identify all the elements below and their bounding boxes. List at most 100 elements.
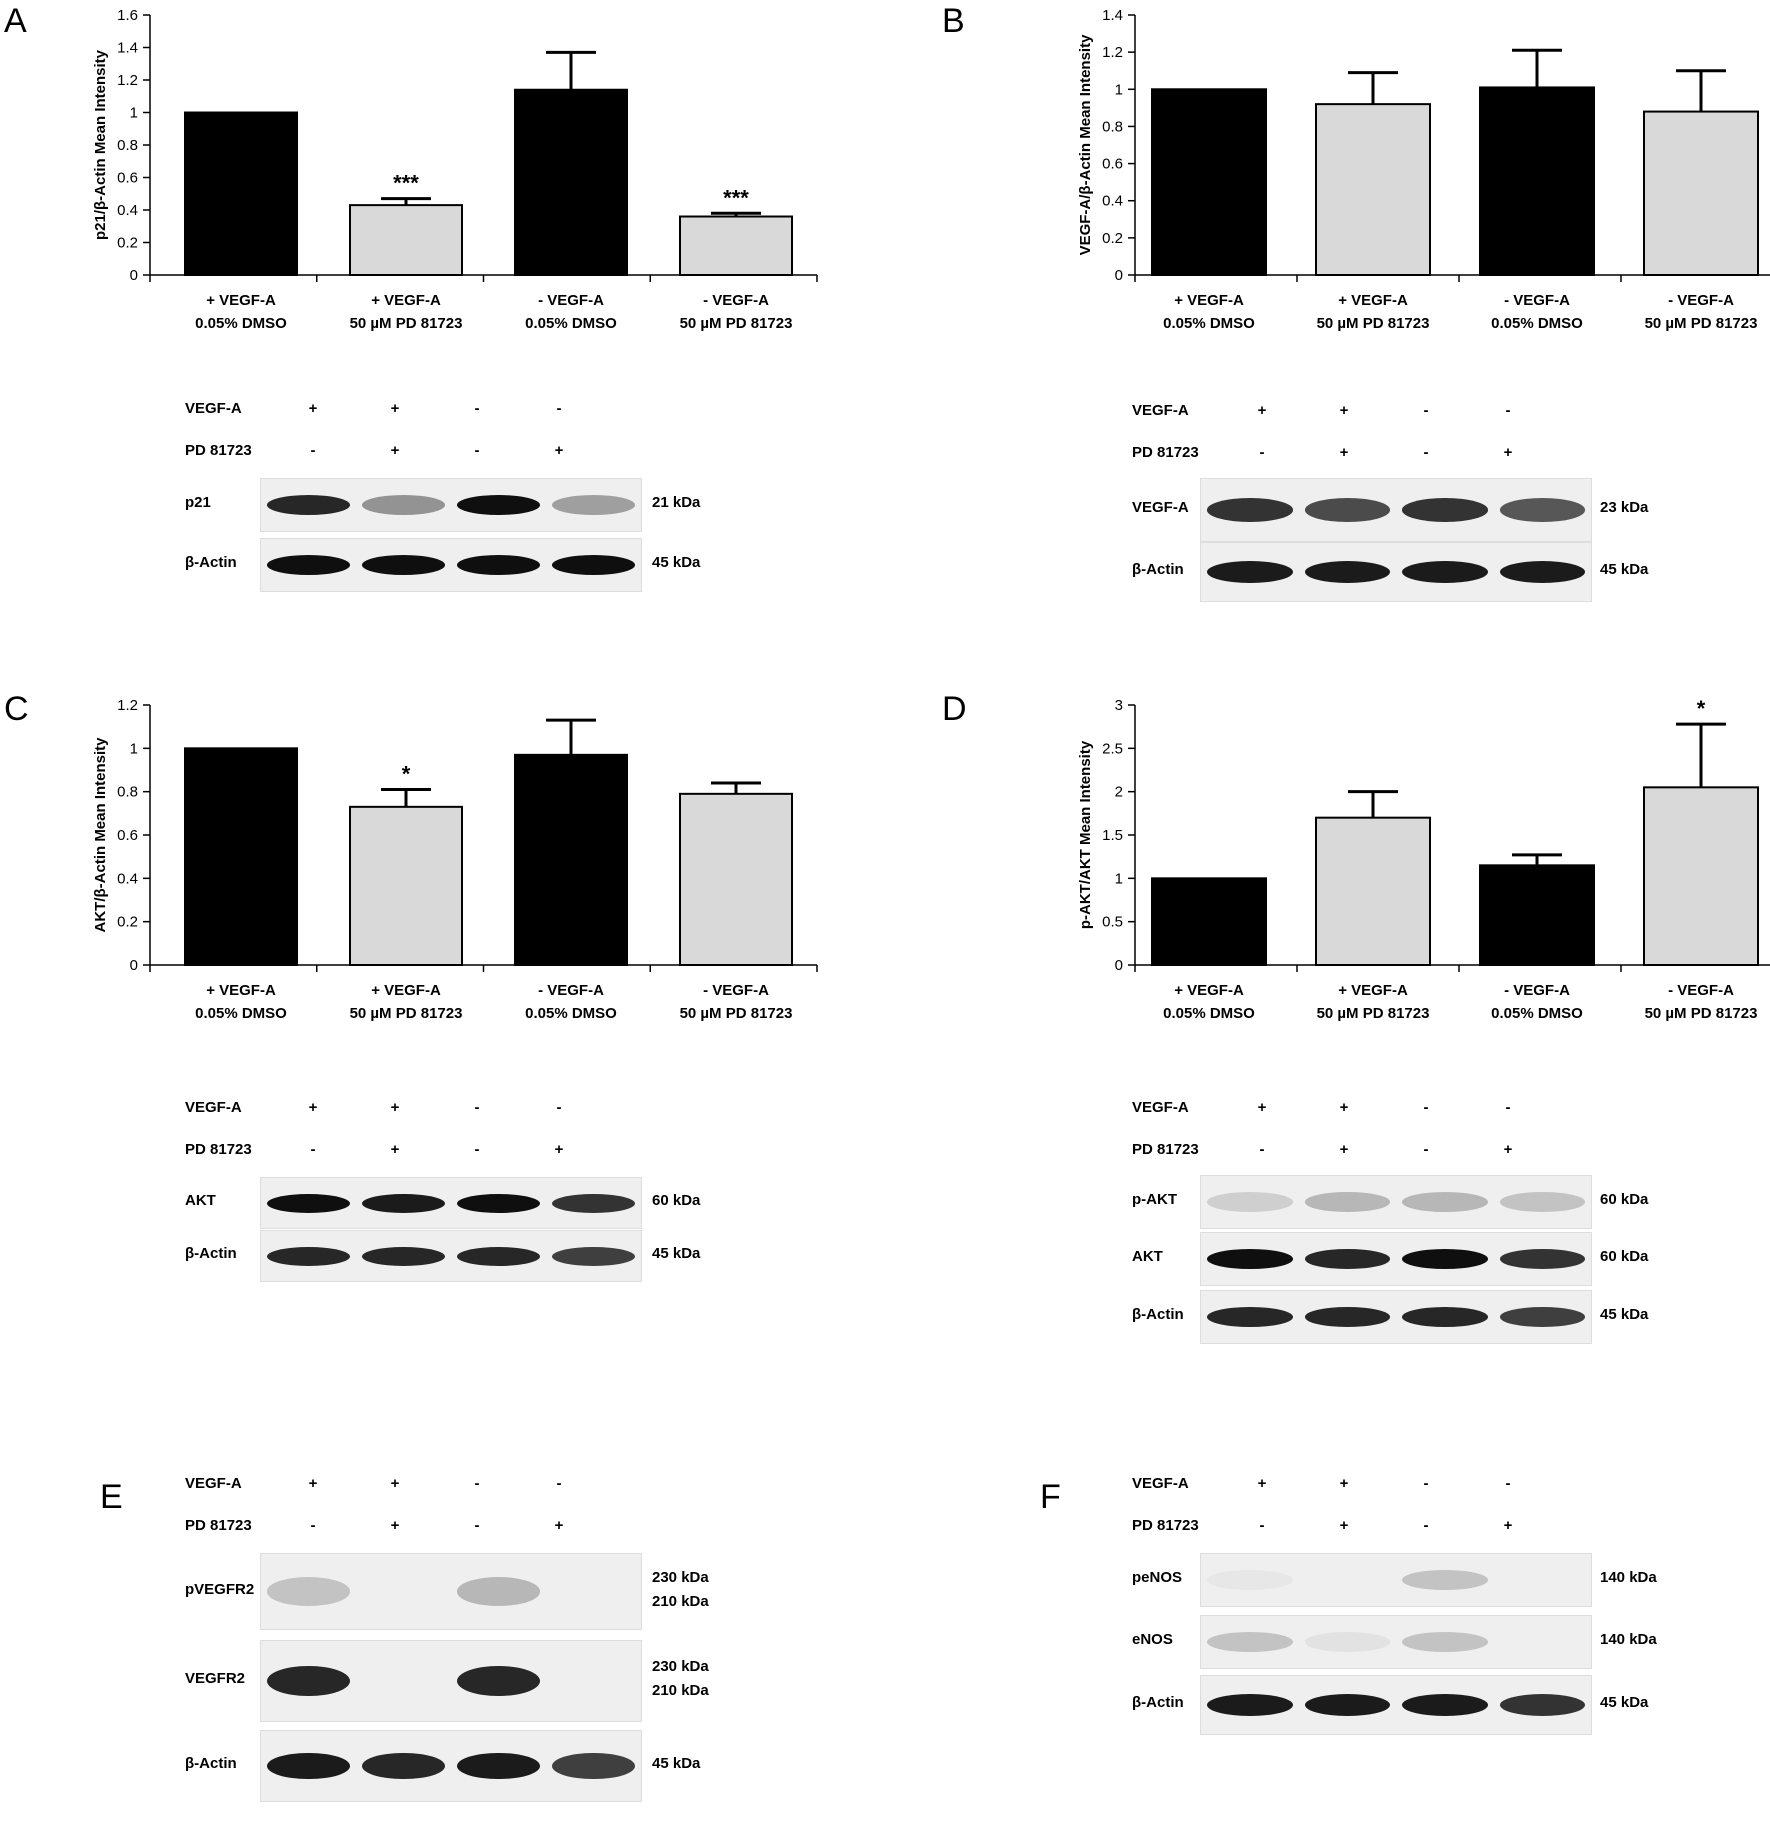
bar (1643, 110, 1759, 276)
treatment-sign: - (1259, 1141, 1265, 1158)
y-tick-label: 0 (130, 267, 138, 284)
bar-chart-p21: 0 0.2 0.4 0.6 0.8 1 1.2 1.4 1.6 p21/β-Actin Mean … (0, 0, 880, 350)
blot-row-label: eNOS (1132, 1631, 1173, 1648)
molecular-weight-label: 140 kDa (1600, 1569, 1657, 1586)
chart-svg: 0 0.5 1 1.5 2 2.5 3 p-AKT/AKT Mean Intensity + V… (1077, 696, 1770, 1022)
molecular-weight-label: 210 kDa (652, 1682, 709, 1699)
treatment-sign: - (556, 1099, 562, 1116)
protein-band (457, 1665, 540, 1697)
treatment-row-label: PD 81723 (1132, 444, 1199, 461)
protein-band (457, 555, 540, 575)
category-label: 0.05% DMSO (195, 315, 287, 332)
blot-row-label: pVEGFR2 (185, 1580, 255, 1598)
category-label: 50 µM PD 81723 (1317, 1005, 1430, 1022)
y-tick-label: 0.8 (117, 137, 138, 154)
category-label: + VEGF-A (1338, 982, 1408, 999)
treatment-sign: + (1257, 1475, 1267, 1492)
panel-label-f: F (1040, 1478, 1061, 1516)
treatment-sign: + (390, 442, 400, 459)
treatment-sign: - (310, 1517, 316, 1534)
chart-svg: 0 0.2 0.4 0.6 0.8 1 1.2 1.4 VEGF-A/β-Actin Mean … (1077, 7, 1770, 332)
blot-row-label: AKT (185, 1192, 216, 1209)
y-tick-label: 0.2 (117, 914, 138, 931)
bar-chart-akt: 0 0.2 0.4 0.6 0.8 1 1.2 AKT/β-Actin Mean Intens… (0, 690, 880, 1040)
protein-band (1402, 1632, 1488, 1652)
molecular-weight-label: 60 kDa (1600, 1191, 1649, 1208)
chart-svg: 0 0.2 0.4 0.6 0.8 1 1.2 AKT/β-Actin Mean Intens… (92, 697, 818, 1022)
panel-label-b: B (942, 2, 965, 40)
protein-band (1207, 498, 1293, 522)
protein-band (1402, 1192, 1488, 1212)
treatment-sign: - (1505, 1475, 1511, 1492)
category-label: - VEGF-A (703, 982, 769, 999)
protein-band (1499, 1693, 1585, 1716)
treatment-row-label: PD 81723 (185, 1517, 252, 1534)
chart-svg: 0 0.2 0.4 0.6 0.8 1 1.2 1.4 1.6 p21/β-Actin Mean … (92, 7, 818, 332)
y-tick-label: 1.2 (1102, 44, 1123, 61)
category-label: - VEGF-A (1668, 982, 1734, 999)
treatment-sign: - (1423, 1141, 1429, 1158)
category-label: + VEGF-A (1338, 292, 1408, 309)
protein-band (1304, 498, 1390, 522)
treatment-row-label: VEGF-A (1132, 1475, 1189, 1492)
category-label: + VEGF-A (1174, 292, 1244, 309)
protein-band (457, 1752, 540, 1780)
blot-strip (1200, 478, 1592, 542)
protein-band (1499, 1249, 1585, 1269)
treatment-row-label: PD 81723 (1132, 1517, 1199, 1534)
protein-band (1207, 1693, 1293, 1716)
western-blot-e: VEGF-A + + - - PD 81723 - + - + pVEGFR2 230 kDa 210 … (0, 1465, 762, 1825)
protein-band (1304, 560, 1390, 583)
category-label: 0.05% DMSO (1163, 315, 1255, 332)
bar (679, 792, 793, 967)
category-label: + VEGF-A (206, 292, 276, 309)
treatment-sign: + (390, 1517, 400, 1534)
treatment-sign: + (554, 1517, 564, 1534)
treatment-sign: - (310, 1141, 316, 1158)
y-tick-label: 1 (130, 105, 138, 122)
category-label: - VEGF-A (1504, 982, 1570, 999)
protein-band (267, 1193, 350, 1213)
protein-band (362, 1246, 445, 1266)
blot-strip (1200, 1615, 1592, 1669)
blot-strip (260, 1640, 642, 1722)
molecular-weight-label: 45 kDa (1600, 561, 1649, 578)
y-axis-label: AKT/β-Actin Mean Intensity (92, 737, 109, 933)
molecular-weight-label: 45 kDa (1600, 1694, 1649, 1711)
protein-band (1402, 498, 1488, 522)
y-tick-label: 0.4 (1102, 193, 1123, 210)
treatment-sign: + (390, 400, 400, 417)
treatment-sign: + (554, 1141, 564, 1158)
treatment-sign: - (556, 1475, 562, 1492)
protein-band (457, 1577, 540, 1606)
protein-band (1402, 1570, 1488, 1590)
bar (184, 747, 298, 967)
protein-band (267, 1752, 350, 1780)
protein-band (1304, 1632, 1390, 1652)
treatment-sign: + (308, 1475, 318, 1492)
y-tick-label: 3 (1115, 697, 1123, 714)
y-tick-label: 1 (130, 740, 138, 757)
molecular-weight-label: 210 kDa (652, 1592, 709, 1610)
bar (349, 805, 463, 967)
blot-row-label: p-AKT (1132, 1191, 1177, 1208)
protein-band (267, 555, 350, 575)
western-blot-d: VEGF-A + + - - PD 81723 - + - + p-AKT 60 kDa AKT 60 k… (930, 1085, 1710, 1445)
treatment-sign: - (1423, 1517, 1429, 1534)
protein-band (1402, 1693, 1488, 1716)
blot-row-label: peNOS (1132, 1569, 1183, 1586)
protein-band (1499, 1307, 1585, 1327)
bar (1151, 877, 1267, 966)
blot-strip (1200, 1175, 1592, 1229)
bar (1151, 88, 1267, 276)
treatment-row-label: VEGF-A (185, 1099, 242, 1116)
y-tick-label: 0.6 (1102, 156, 1123, 173)
protein-band (1304, 1307, 1390, 1327)
protein-band (552, 1246, 635, 1266)
treatment-sign: - (1423, 1475, 1429, 1492)
protein-band (1207, 1249, 1293, 1269)
treatment-sign: + (554, 442, 564, 459)
blot-row-label: VEGFR2 (185, 1670, 246, 1687)
y-tick-label: 0 (1115, 267, 1123, 284)
protein-band (552, 495, 635, 515)
